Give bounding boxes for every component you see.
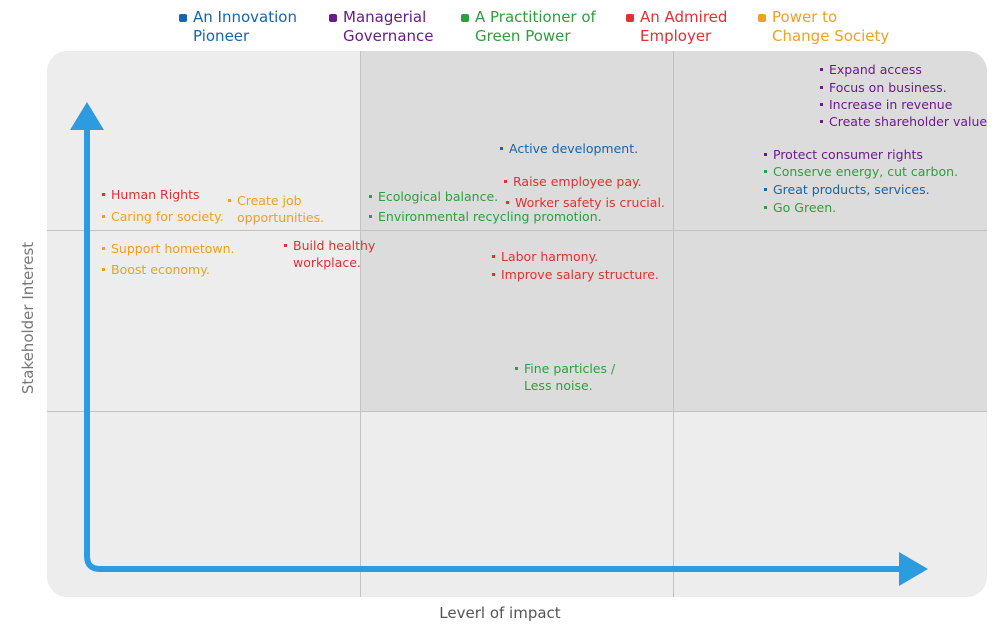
item-label: Human Rights — [111, 187, 200, 202]
item-fine-particles: Fine particles / Less noise. — [515, 360, 615, 394]
x-axis-title: Leverl of impact — [439, 604, 561, 622]
item-labor-harmony: Labor harmony. — [492, 248, 598, 265]
item-bullet — [820, 103, 823, 106]
item-label: Create job opportunities. — [237, 193, 325, 225]
item-label: Support hometown. — [111, 241, 235, 256]
item-bullet — [492, 255, 495, 258]
item-bullet — [228, 199, 231, 202]
grid-line-vertical-1 — [360, 51, 361, 597]
item-bullet — [764, 206, 767, 209]
item-label: Protect consumer rights — [773, 147, 923, 162]
item-label: Raise employee pay. — [513, 174, 642, 189]
item-human-rights: Human Rights — [102, 186, 199, 203]
item-support-hometown: Support hometown. — [102, 240, 235, 257]
legend-employer-label: An Admired Employer — [640, 8, 728, 45]
item-caring-for-society: Caring for society. — [102, 208, 224, 225]
item-raise-employee-pay: Raise employee pay. — [504, 173, 642, 190]
legend-innovation-label: An Innovation Pioneer — [193, 8, 297, 45]
item-label: Boost economy. — [111, 262, 210, 277]
item-bullet — [500, 147, 503, 150]
matrix-panel — [47, 51, 987, 597]
item-label: Go Green. — [773, 200, 837, 215]
item-bullet — [764, 170, 767, 173]
item-bullet — [504, 180, 507, 183]
grid-line-vertical-2 — [673, 51, 674, 597]
legend-green-label: A Practitioner of Green Power — [475, 8, 596, 45]
item-bullet — [102, 268, 105, 271]
item-label: Caring for society. — [111, 209, 224, 224]
item-label: Great products, services. — [773, 182, 930, 197]
y-axis-arrowhead-icon — [70, 102, 104, 130]
item-great-products-services: Great products, services. — [764, 181, 930, 198]
item-bullet — [102, 247, 105, 250]
item-bullet — [369, 195, 372, 198]
item-label: Focus on business. — [829, 80, 947, 95]
item-bullet — [369, 215, 372, 218]
x-axis-arrowhead-icon — [899, 552, 928, 586]
item-label: Fine particles / Less noise. — [524, 361, 616, 393]
y-axis-title: Stakeholder Interest — [19, 241, 37, 395]
item-label: Worker safety is crucial. — [515, 195, 665, 210]
item-conserve-energy: Conserve energy, cut carbon. — [764, 163, 958, 180]
legend-society-label: Power to Change Society — [772, 8, 890, 45]
item-expand-access: Expand access — [820, 61, 922, 78]
legend-employer-marker — [626, 14, 634, 22]
item-bullet — [506, 201, 509, 204]
item-create-shareholder-value: Create shareholder value — [820, 113, 987, 130]
item-bullet — [764, 153, 767, 156]
legend-society-marker — [758, 14, 766, 22]
item-ecological-balance: Ecological balance. — [369, 188, 498, 205]
legend-society: Power to Change Society — [758, 8, 889, 46]
item-bullet — [102, 215, 105, 218]
item-build-healthy-workplace: Build healthy workplace. — [284, 237, 375, 271]
item-increase-in-revenue: Increase in revenue — [820, 96, 952, 113]
item-label: Active development. — [509, 141, 639, 156]
item-bullet — [820, 86, 823, 89]
item-improve-salary-structure: Improve salary structure. — [492, 266, 659, 283]
legend-innovation-marker — [179, 14, 187, 22]
item-bullet — [515, 367, 518, 370]
item-boost-economy: Boost economy. — [102, 261, 210, 278]
item-bullet — [820, 120, 823, 123]
grid-line-horizontal-1 — [47, 230, 987, 231]
item-bullet — [764, 188, 767, 191]
item-protect-consumer-rights: Protect consumer rights — [764, 146, 923, 163]
item-environmental-recycling: Environmental recycling promotion. — [369, 208, 602, 225]
legend-employer: An Admired Employer — [626, 8, 727, 46]
item-bullet — [820, 68, 823, 71]
item-label: Improve salary structure. — [501, 267, 659, 282]
item-active-development: Active development. — [500, 140, 638, 157]
legend-managerial-label: Managerial Governance — [343, 8, 434, 45]
grid-line-horizontal-2 — [47, 411, 987, 412]
item-label: Conserve energy, cut carbon. — [773, 164, 959, 179]
item-label: Expand access — [829, 62, 922, 77]
item-bullet — [102, 193, 105, 196]
item-worker-safety: Worker safety is crucial. — [506, 194, 665, 211]
legend-green-marker — [461, 14, 469, 22]
legend-managerial-marker — [329, 14, 337, 22]
item-label: Increase in revenue — [829, 97, 953, 112]
legend-managerial: Managerial Governance — [329, 8, 434, 46]
legend-innovation: An Innovation Pioneer — [179, 8, 297, 46]
item-focus-on-business: Focus on business. — [820, 79, 947, 96]
item-bullet — [492, 273, 495, 276]
item-label: Labor harmony. — [501, 249, 599, 264]
item-create-job-opportunities: Create job opportunities. — [228, 192, 324, 226]
axes-arrow-line — [84, 128, 902, 572]
legend-green: A Practitioner of Green Power — [461, 8, 596, 46]
item-label: Build healthy workplace. — [293, 238, 376, 270]
item-label: Environmental recycling promotion. — [378, 209, 602, 224]
item-go-green: Go Green. — [764, 199, 836, 216]
item-bullet — [284, 244, 287, 247]
item-label: Ecological balance. — [378, 189, 499, 204]
item-label: Create shareholder value — [829, 114, 988, 129]
